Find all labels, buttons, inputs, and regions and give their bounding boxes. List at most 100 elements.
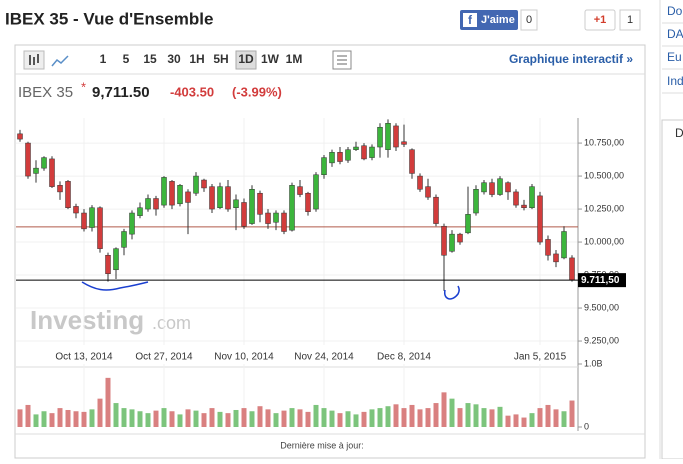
interval-button[interactable]: 30 (167, 52, 181, 66)
candle-body (417, 175, 423, 190)
watermark-suffix: .com (152, 313, 191, 333)
interval-button[interactable]: 5 (123, 52, 130, 66)
candle-body (201, 179, 207, 189)
candle-body (505, 182, 511, 193)
volume-bar (473, 404, 479, 427)
candle-body (137, 207, 143, 216)
volume-bar (113, 403, 119, 427)
candle-body (425, 186, 431, 198)
candle-body (545, 239, 551, 256)
gplus-count: 1 (627, 14, 633, 26)
gplus-label[interactable]: +1 (594, 14, 607, 26)
volume-bar (169, 411, 175, 427)
sidebar-item[interactable]: Eu (667, 50, 682, 64)
sidebar-item[interactable]: Ind (667, 74, 683, 88)
volume-bar (481, 408, 487, 427)
volume-bar (273, 413, 279, 427)
volume-bar (545, 404, 551, 427)
sidebar-item[interactable]: DA (667, 27, 683, 41)
volume-bar (265, 409, 271, 427)
volume-bar (193, 410, 199, 427)
gplus-button[interactable] (584, 9, 616, 31)
line-icon[interactable] (51, 55, 69, 67)
candle-body (305, 192, 311, 212)
volume-bar (145, 413, 151, 427)
candle-body (177, 185, 183, 205)
volume-bar (489, 409, 495, 427)
candle-body (377, 126, 383, 148)
volume-bar (177, 414, 183, 427)
interactive-link[interactable]: Graphique interactif » (509, 52, 633, 66)
candle-body (249, 189, 255, 224)
candle-body (337, 152, 343, 162)
interval-button[interactable]: 15 (143, 52, 157, 66)
volume-bar (305, 411, 311, 427)
volume-bar (569, 400, 575, 427)
sidebar-item[interactable]: Do (667, 4, 683, 18)
volume-bar (529, 413, 535, 427)
interval-button[interactable]: 1D (238, 52, 254, 66)
interval-button[interactable]: 1 (100, 52, 107, 66)
volume-bar (457, 408, 463, 427)
candle-body (129, 212, 135, 235)
volume-bar (25, 404, 31, 427)
x-tick-label: Nov 24, 2014 (294, 352, 354, 363)
interval-button[interactable]: 1M (286, 52, 303, 66)
candle-body (97, 207, 103, 249)
plot: 9.250,009.500,009.750,0010.000,0010.250,… (16, 118, 626, 431)
sidebar-item[interactable]: D (675, 126, 683, 140)
toolbar: 1 5 15 30 1H 5H 1D 1W 1M (100, 50, 303, 70)
interval-button[interactable]: 1W (261, 52, 280, 66)
candle-body (409, 149, 415, 174)
volume-bar (121, 408, 127, 427)
like-count-box (520, 9, 538, 31)
volume-bar (361, 411, 367, 427)
candle-body (113, 248, 119, 271)
interval-button[interactable]: 1H (189, 52, 204, 66)
candle-body (353, 146, 359, 150)
candle-body (265, 212, 271, 224)
watermark-brand: Investing (30, 305, 144, 335)
interval-button[interactable]: 5H (213, 52, 228, 66)
candle-body (257, 192, 263, 215)
candle-body (521, 204, 527, 208)
candle-body (433, 196, 439, 224)
candle-body (329, 152, 335, 164)
volume-bar (153, 410, 159, 427)
candle-body (121, 231, 127, 248)
candle-body (241, 202, 247, 227)
candle-body (481, 182, 487, 193)
candle-body (553, 253, 559, 263)
candle-body (225, 186, 231, 210)
volume-bar (289, 408, 295, 427)
volume-bar (81, 411, 87, 427)
volume-bar (441, 392, 447, 427)
volume-bar (233, 409, 239, 427)
volume-bar (201, 413, 207, 427)
volume-bar (57, 408, 63, 427)
volume-bar (41, 411, 47, 427)
candle-body (153, 198, 159, 210)
y-tick-label: 10.500,00 (584, 170, 624, 180)
volume-bar (185, 409, 191, 427)
volume-bar (65, 409, 71, 427)
candle-body (465, 214, 471, 234)
y-tick-label: 10.750,00 (584, 137, 624, 147)
volume-bar (329, 410, 335, 427)
candle-body (297, 186, 303, 195)
volume-bar (401, 408, 407, 427)
candle-body (537, 195, 543, 243)
volume-bar (465, 403, 471, 427)
y-tick-label: 9.250,00 (584, 335, 619, 345)
volume-bar (97, 398, 103, 427)
candle-body (489, 182, 495, 195)
like-count: 0 (526, 14, 532, 26)
candle-body (217, 186, 223, 208)
candle-body (369, 146, 375, 158)
volume-bar (249, 411, 255, 427)
candle-body (321, 157, 327, 175)
annotation-curve (81, 281, 149, 291)
volume-bar (537, 408, 543, 427)
like-label[interactable]: J'aime (481, 14, 515, 26)
volume-bar (297, 409, 303, 427)
